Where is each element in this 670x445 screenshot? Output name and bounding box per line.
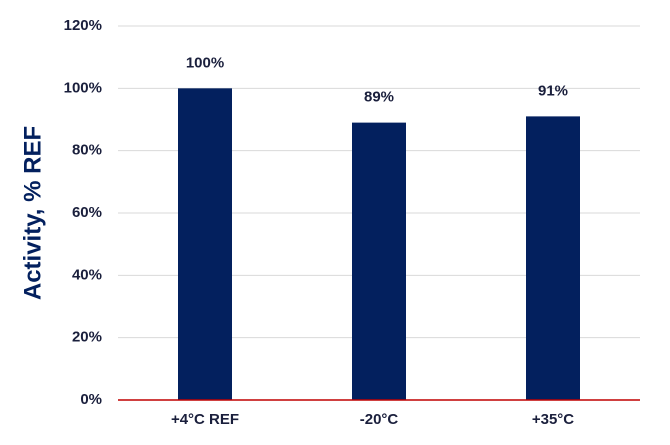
data-label: 91% bbox=[538, 82, 568, 99]
x-tick-label: +4°C REF bbox=[171, 411, 239, 428]
data-label: 89% bbox=[364, 89, 394, 106]
y-tick-label: 0% bbox=[80, 391, 102, 408]
y-axis-label: Activity, % REF bbox=[19, 126, 46, 300]
y-tick-label: 100% bbox=[64, 79, 102, 96]
y-tick-label: 40% bbox=[72, 266, 102, 283]
y-tick-label: 120% bbox=[64, 17, 102, 34]
x-tick-label: +35°C bbox=[532, 411, 574, 428]
bar bbox=[352, 122, 406, 400]
bar bbox=[526, 116, 580, 400]
data-label: 100% bbox=[186, 54, 224, 71]
y-tick-label: 20% bbox=[72, 329, 102, 346]
y-tick-label: 80% bbox=[72, 142, 102, 159]
x-tick-label: -20°C bbox=[360, 411, 399, 428]
y-tick-label: 60% bbox=[72, 204, 102, 221]
bar bbox=[178, 88, 232, 400]
